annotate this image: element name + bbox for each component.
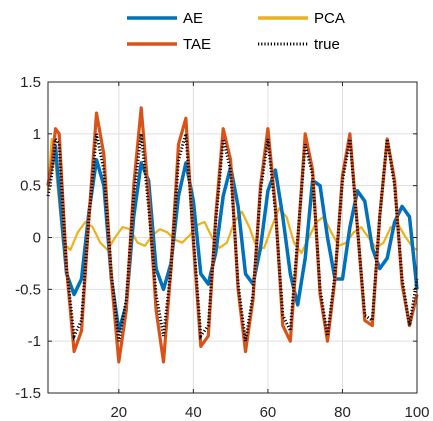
series-group [46, 106, 419, 364]
y-tick-label-0: -1.5 [15, 385, 41, 402]
y-tick-label-5: 1 [33, 126, 41, 143]
y-tick-label-3: 0 [33, 230, 41, 247]
y-tick-label-2: -0.5 [15, 281, 41, 298]
legend-label-pca: PCA [314, 10, 345, 27]
y-tick-label-6: 1.5 [20, 74, 41, 91]
legend-label-tae: TAE [183, 36, 211, 53]
grid [48, 81, 418, 394]
x-tick-label-1: 40 [185, 404, 202, 421]
x-tick-label-2: 60 [260, 404, 277, 421]
x-tick-label-4: 100 [404, 404, 429, 421]
series-line-tae [46, 106, 419, 364]
ticks: 20 40 60 80 100 -1.5 -1 -0.5 0 0.5 1 1.5 [15, 74, 429, 421]
x-tick-label-0: 20 [110, 404, 127, 421]
y-tick-label-4: 0.5 [20, 178, 41, 195]
y-tick-label-1: -1 [28, 333, 41, 350]
legend-label-true: true [314, 36, 340, 53]
x-tick-label-3: 80 [334, 404, 351, 421]
legend-label-ae: AE [183, 10, 203, 27]
legend: AE PCA TAE true [127, 10, 345, 53]
